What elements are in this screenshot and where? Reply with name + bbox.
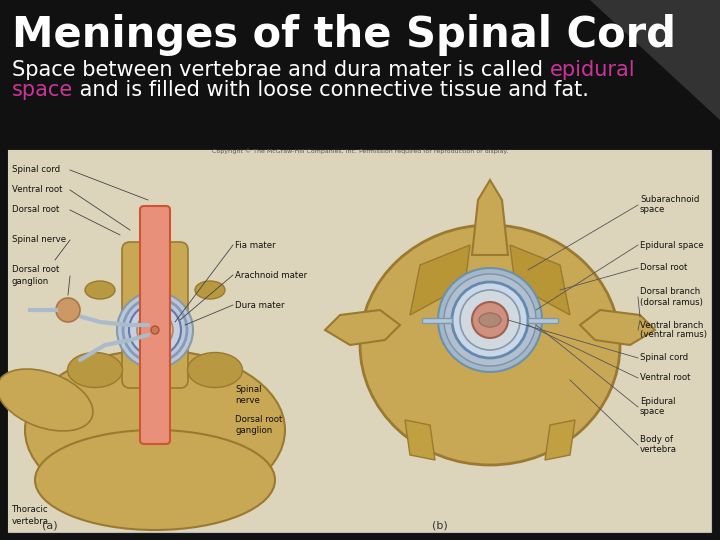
Bar <box>8 150 358 532</box>
Text: (ventral ramus): (ventral ramus) <box>640 330 707 340</box>
Circle shape <box>460 290 520 350</box>
FancyBboxPatch shape <box>140 206 170 444</box>
Text: and is filled with loose connective tissue and fat.: and is filled with loose connective tiss… <box>73 80 589 100</box>
Ellipse shape <box>479 313 501 327</box>
Polygon shape <box>545 420 575 460</box>
Ellipse shape <box>85 281 115 299</box>
Circle shape <box>137 312 173 348</box>
Text: Meninges of the Spinal Cord: Meninges of the Spinal Cord <box>12 14 676 56</box>
FancyArrow shape <box>422 318 452 322</box>
Ellipse shape <box>360 225 620 465</box>
Text: Epidural space: Epidural space <box>640 240 703 249</box>
Circle shape <box>151 326 159 334</box>
Ellipse shape <box>0 369 93 431</box>
Circle shape <box>56 298 80 322</box>
Text: Ventral root: Ventral root <box>12 186 63 194</box>
Text: Copyright © The McGraw-Hill Companies, Inc. Permission required for reproduction: Copyright © The McGraw-Hill Companies, I… <box>212 148 508 154</box>
Text: epidural: epidural <box>549 60 635 80</box>
Text: Spinal nerve: Spinal nerve <box>12 235 66 245</box>
Ellipse shape <box>195 281 225 299</box>
Text: Space between vertebrae and dura mater is called: Space between vertebrae and dura mater i… <box>12 60 549 80</box>
Circle shape <box>438 268 542 372</box>
Polygon shape <box>325 310 400 345</box>
Text: vertebra: vertebra <box>640 446 677 455</box>
Text: Dorsal branch: Dorsal branch <box>640 287 701 296</box>
Text: Fia mater: Fia mater <box>235 240 276 249</box>
Ellipse shape <box>35 430 275 530</box>
Text: Body of: Body of <box>640 435 673 444</box>
Text: space: space <box>12 80 73 100</box>
Bar <box>358 150 711 532</box>
Text: (dorsal ramus): (dorsal ramus) <box>640 298 703 307</box>
Bar <box>8 150 711 532</box>
Polygon shape <box>590 0 720 120</box>
Polygon shape <box>472 180 508 255</box>
Polygon shape <box>405 420 435 460</box>
Polygon shape <box>580 310 655 345</box>
Text: Arachnoid mater: Arachnoid mater <box>235 271 307 280</box>
Text: Dura mater: Dura mater <box>235 300 284 309</box>
Text: (b): (b) <box>432 521 448 531</box>
Text: Spinal cord: Spinal cord <box>12 165 60 174</box>
Text: vertebra: vertebra <box>12 517 49 526</box>
Polygon shape <box>410 245 470 315</box>
FancyArrow shape <box>528 318 558 322</box>
Text: Spinal cord: Spinal cord <box>640 354 688 362</box>
Text: ganglion: ganglion <box>12 278 49 287</box>
Text: Dorsal root: Dorsal root <box>12 206 59 214</box>
Circle shape <box>129 304 181 356</box>
FancyBboxPatch shape <box>122 242 188 388</box>
Circle shape <box>452 282 528 358</box>
Text: Ventral branch: Ventral branch <box>640 321 703 329</box>
Circle shape <box>444 274 536 366</box>
Ellipse shape <box>68 353 122 388</box>
Ellipse shape <box>187 353 243 388</box>
Circle shape <box>472 302 508 338</box>
Text: Epidural: Epidural <box>640 397 675 407</box>
Circle shape <box>117 292 193 368</box>
Text: (a): (a) <box>42 521 58 531</box>
Text: Subarachnoid: Subarachnoid <box>640 195 699 205</box>
Text: Spinal
nerve: Spinal nerve <box>235 386 261 404</box>
Text: Dorsal root: Dorsal root <box>640 264 688 273</box>
Text: Dorsal root
ganglion: Dorsal root ganglion <box>235 415 282 435</box>
Text: Ventral root: Ventral root <box>640 374 690 382</box>
Text: Dorsal root: Dorsal root <box>12 266 59 274</box>
Text: space: space <box>640 408 665 416</box>
Polygon shape <box>510 245 570 315</box>
Text: Thoracic: Thoracic <box>12 505 49 515</box>
Ellipse shape <box>25 350 285 510</box>
Text: space: space <box>640 206 665 214</box>
